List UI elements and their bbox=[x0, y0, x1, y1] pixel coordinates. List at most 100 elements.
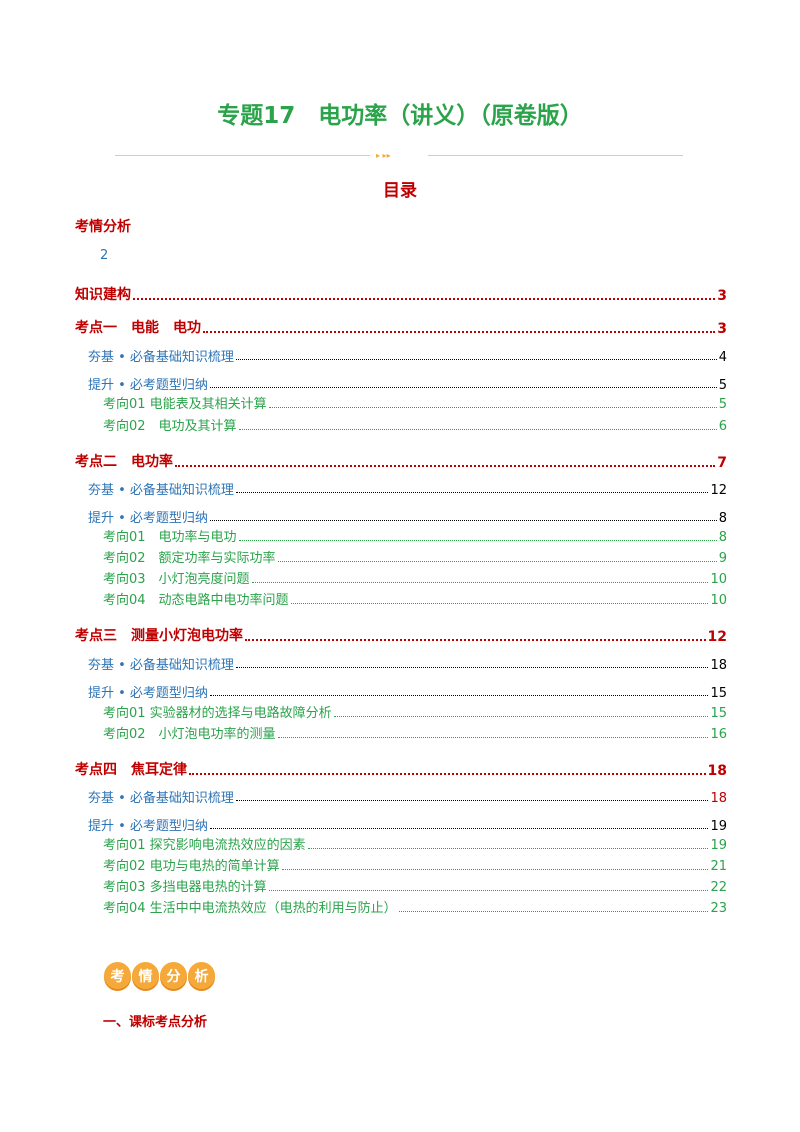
toc-entry: 考点三 测量小灯泡电功率 12 bbox=[75, 625, 727, 645]
toc-text: 夯基 • 必备基础知识梳理 bbox=[88, 483, 234, 498]
toc-page: 23 bbox=[710, 901, 727, 916]
toc-page: 3 bbox=[717, 321, 727, 337]
toc-entry: 提升 • 必考题型归纳 15 bbox=[88, 681, 727, 701]
toc-entry: 考向02 电功及其计算 6 bbox=[103, 414, 727, 434]
leader bbox=[238, 540, 717, 541]
toc-page: 15 bbox=[710, 686, 727, 701]
toc-page: 18 bbox=[707, 763, 727, 779]
leader bbox=[333, 716, 709, 717]
leader bbox=[235, 800, 709, 801]
toc-page: 5 bbox=[718, 378, 727, 393]
leader bbox=[175, 465, 716, 467]
toc-text: 考向01 电功率与电功 bbox=[103, 530, 237, 545]
toc-text: 考向02 小灯泡电功率的测量 bbox=[103, 727, 276, 742]
toc-page: 4 bbox=[718, 350, 727, 365]
toc-page: 12 bbox=[710, 483, 727, 498]
toc-text: 提升 • 必考题型归纳 bbox=[88, 511, 208, 526]
section-heading: 一、课标考点分析 bbox=[103, 1015, 208, 1030]
toc-entry: 考向01 探究影响电流热效应的因素 19 bbox=[103, 833, 727, 853]
leader bbox=[235, 492, 709, 493]
toc-entry: 考向01 电能表及其相关计算 5 bbox=[103, 392, 727, 412]
toc-text: 考点三 测量小灯泡电功率 bbox=[75, 628, 243, 644]
badge-char: 分 bbox=[160, 962, 187, 989]
toc-entry: 考向01 电功率与电功 8 bbox=[103, 525, 727, 545]
leader bbox=[281, 869, 709, 870]
toc-entry: 提升 • 必考题型归纳 5 bbox=[88, 373, 727, 393]
toc-text: 知识建构 bbox=[75, 287, 131, 303]
divider bbox=[428, 155, 683, 156]
toc-text: 考向01 实验器材的选择与电路故障分析 bbox=[103, 706, 332, 721]
toc-entry: 夯基 • 必备基础知识梳理 4 bbox=[88, 345, 727, 365]
toc-page: 7 bbox=[717, 455, 727, 471]
toc-entry: 提升 • 必考题型归纳 8 bbox=[88, 506, 727, 526]
toc-text: 考向01 探究影响电流热效应的因素 bbox=[103, 838, 306, 853]
leader bbox=[203, 331, 716, 333]
leader bbox=[245, 639, 706, 641]
leader bbox=[209, 695, 709, 696]
leader bbox=[290, 603, 709, 604]
toc-page: 9 bbox=[718, 551, 727, 566]
leader bbox=[209, 520, 717, 521]
badge-char: 考 bbox=[104, 962, 131, 989]
toc-entry: 考向01 实验器材的选择与电路故障分析 15 bbox=[103, 701, 727, 721]
toc-text: 考点一 电能 电功 bbox=[75, 320, 201, 336]
toc-text: 夯基 • 必备基础知识梳理 bbox=[88, 350, 234, 365]
divider-ornament: ▸ ▸▸ bbox=[376, 151, 391, 160]
toc-text: 考向03 多挡电器电热的计算 bbox=[103, 880, 267, 895]
toc-entry: 考点一 电能 电功 3 bbox=[75, 317, 727, 337]
toc-text: 提升 • 必考题型归纳 bbox=[88, 378, 208, 393]
toc-text: 考点四 焦耳定律 bbox=[75, 762, 187, 778]
toc-page: 2 bbox=[100, 248, 109, 263]
toc-entry: 知识建构 3 bbox=[75, 284, 727, 304]
toc-entry: 考情分析 bbox=[75, 219, 131, 235]
leader bbox=[398, 911, 709, 912]
leader bbox=[189, 773, 706, 775]
toc-entry: 夯基 • 必备基础知识梳理 12 bbox=[88, 478, 727, 498]
leader bbox=[235, 667, 709, 668]
toc-entry: 考向03 小灯泡亮度问题 10 bbox=[103, 567, 727, 587]
toc-page: 18 bbox=[710, 658, 727, 673]
toc-text: 夯基 • 必备基础知识梳理 bbox=[88, 791, 234, 806]
toc-page: 12 bbox=[707, 629, 727, 645]
toc-text: 考点二 电功率 bbox=[75, 454, 173, 470]
toc-entry: 考点二 电功率 7 bbox=[75, 451, 727, 471]
toc-page: 16 bbox=[710, 727, 727, 742]
leader bbox=[277, 561, 717, 562]
leader bbox=[277, 737, 709, 738]
toc-text: 考向04 动态电路中电功率问题 bbox=[103, 593, 289, 608]
toc-page: 22 bbox=[710, 880, 727, 895]
toc-entry: 考向02 额定功率与实际功率 9 bbox=[103, 546, 727, 566]
toc-page: 8 bbox=[718, 511, 727, 526]
toc-text: 提升 • 必考题型归纳 bbox=[88, 819, 208, 834]
toc-text: 考向02 电功与电热的简单计算 bbox=[103, 859, 280, 874]
toc-page: 18 bbox=[710, 791, 727, 806]
toc-page: 5 bbox=[718, 397, 727, 412]
leader bbox=[133, 298, 716, 300]
toc-page: 10 bbox=[710, 593, 727, 608]
leader bbox=[209, 828, 709, 829]
toc-text: 考向02 电功及其计算 bbox=[103, 419, 237, 434]
toc-entry: 考向03 多挡电器电热的计算 22 bbox=[103, 875, 727, 895]
leader bbox=[268, 890, 709, 891]
toc-page: 19 bbox=[710, 838, 727, 853]
toc-text: 考向04 生活中中电流热效应（电热的利用与防止） bbox=[103, 901, 397, 916]
toc-page: 21 bbox=[710, 859, 727, 874]
divider bbox=[115, 155, 370, 156]
leader bbox=[235, 359, 717, 360]
badge-char: 析 bbox=[188, 962, 215, 989]
toc-page: 19 bbox=[710, 819, 727, 834]
toc-heading: 目录 bbox=[383, 181, 417, 201]
toc-page: 15 bbox=[710, 706, 727, 721]
toc-text: 提升 • 必考题型归纳 bbox=[88, 686, 208, 701]
toc-page: 8 bbox=[718, 530, 727, 545]
toc-entry: 夯基 • 必备基础知识梳理 18 bbox=[88, 786, 727, 806]
toc-entry: 考点四 焦耳定律 18 bbox=[75, 759, 727, 779]
toc-text: 考向03 小灯泡亮度问题 bbox=[103, 572, 250, 587]
title: 专题17 电功率（讲义）（原卷版） bbox=[217, 103, 583, 129]
toc-text: 考向01 电能表及其相关计算 bbox=[103, 397, 267, 412]
leader bbox=[307, 848, 709, 849]
section-badge: 考情分析 bbox=[104, 962, 215, 989]
toc-entry: 考向04 生活中中电流热效应（电热的利用与防止） 23 bbox=[103, 896, 727, 916]
toc-page: 6 bbox=[718, 419, 727, 434]
